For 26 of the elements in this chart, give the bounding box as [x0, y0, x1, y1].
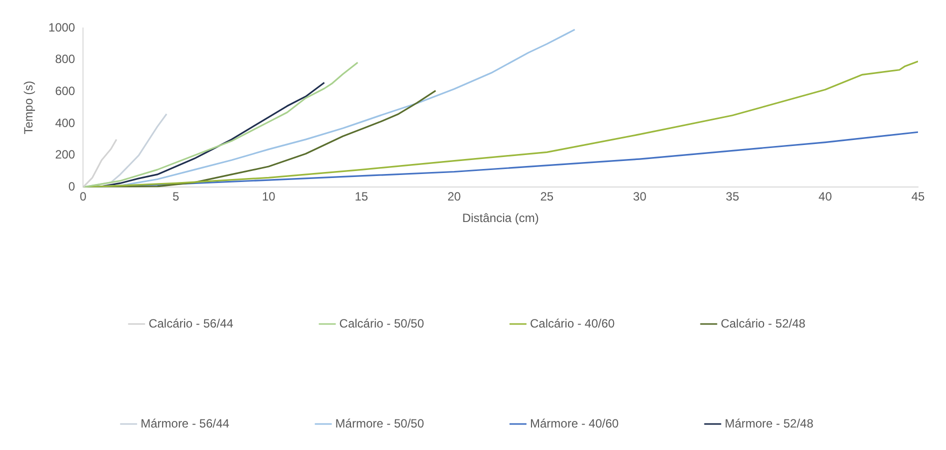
x-tick-label: 15	[354, 190, 368, 204]
x-tick-label: 25	[540, 190, 554, 204]
x-tick-label: 35	[726, 190, 740, 204]
legend-label: Calcário - 52/48	[720, 316, 806, 330]
legend-label: Mármore - 52/48	[724, 416, 814, 430]
y-tick-label: 600	[55, 84, 76, 98]
x-tick-label: 30	[633, 190, 647, 204]
x-tick-label: 5	[172, 190, 180, 204]
legend-label: Calcário - 56/44	[148, 316, 234, 330]
x-tick-label: 40	[818, 190, 832, 204]
legend-label: Mármore - 50/50	[335, 416, 424, 430]
x-tick-label: 0	[80, 190, 87, 204]
legend-label: Calcário - 40/60	[530, 316, 616, 330]
x-tick-label: 45	[911, 190, 925, 204]
y-tick-label: 1000	[48, 20, 76, 34]
y-tick-label: 400	[55, 116, 76, 130]
x-tick-label: 20	[447, 190, 462, 204]
y-tick-label: 200	[55, 148, 76, 162]
legend-label: Calcário - 50/50	[339, 316, 424, 330]
y-axis-title: Tempo (s)	[22, 80, 36, 134]
x-axis-title: Distância (cm)	[462, 211, 539, 226]
y-tick-label: 800	[55, 52, 76, 66]
legend-label: Mármore - 56/44	[140, 416, 230, 430]
x-tick-label: 10	[262, 190, 276, 204]
legend-label: Mármore - 40/60	[530, 416, 620, 430]
y-tick-label: 0	[68, 180, 76, 194]
